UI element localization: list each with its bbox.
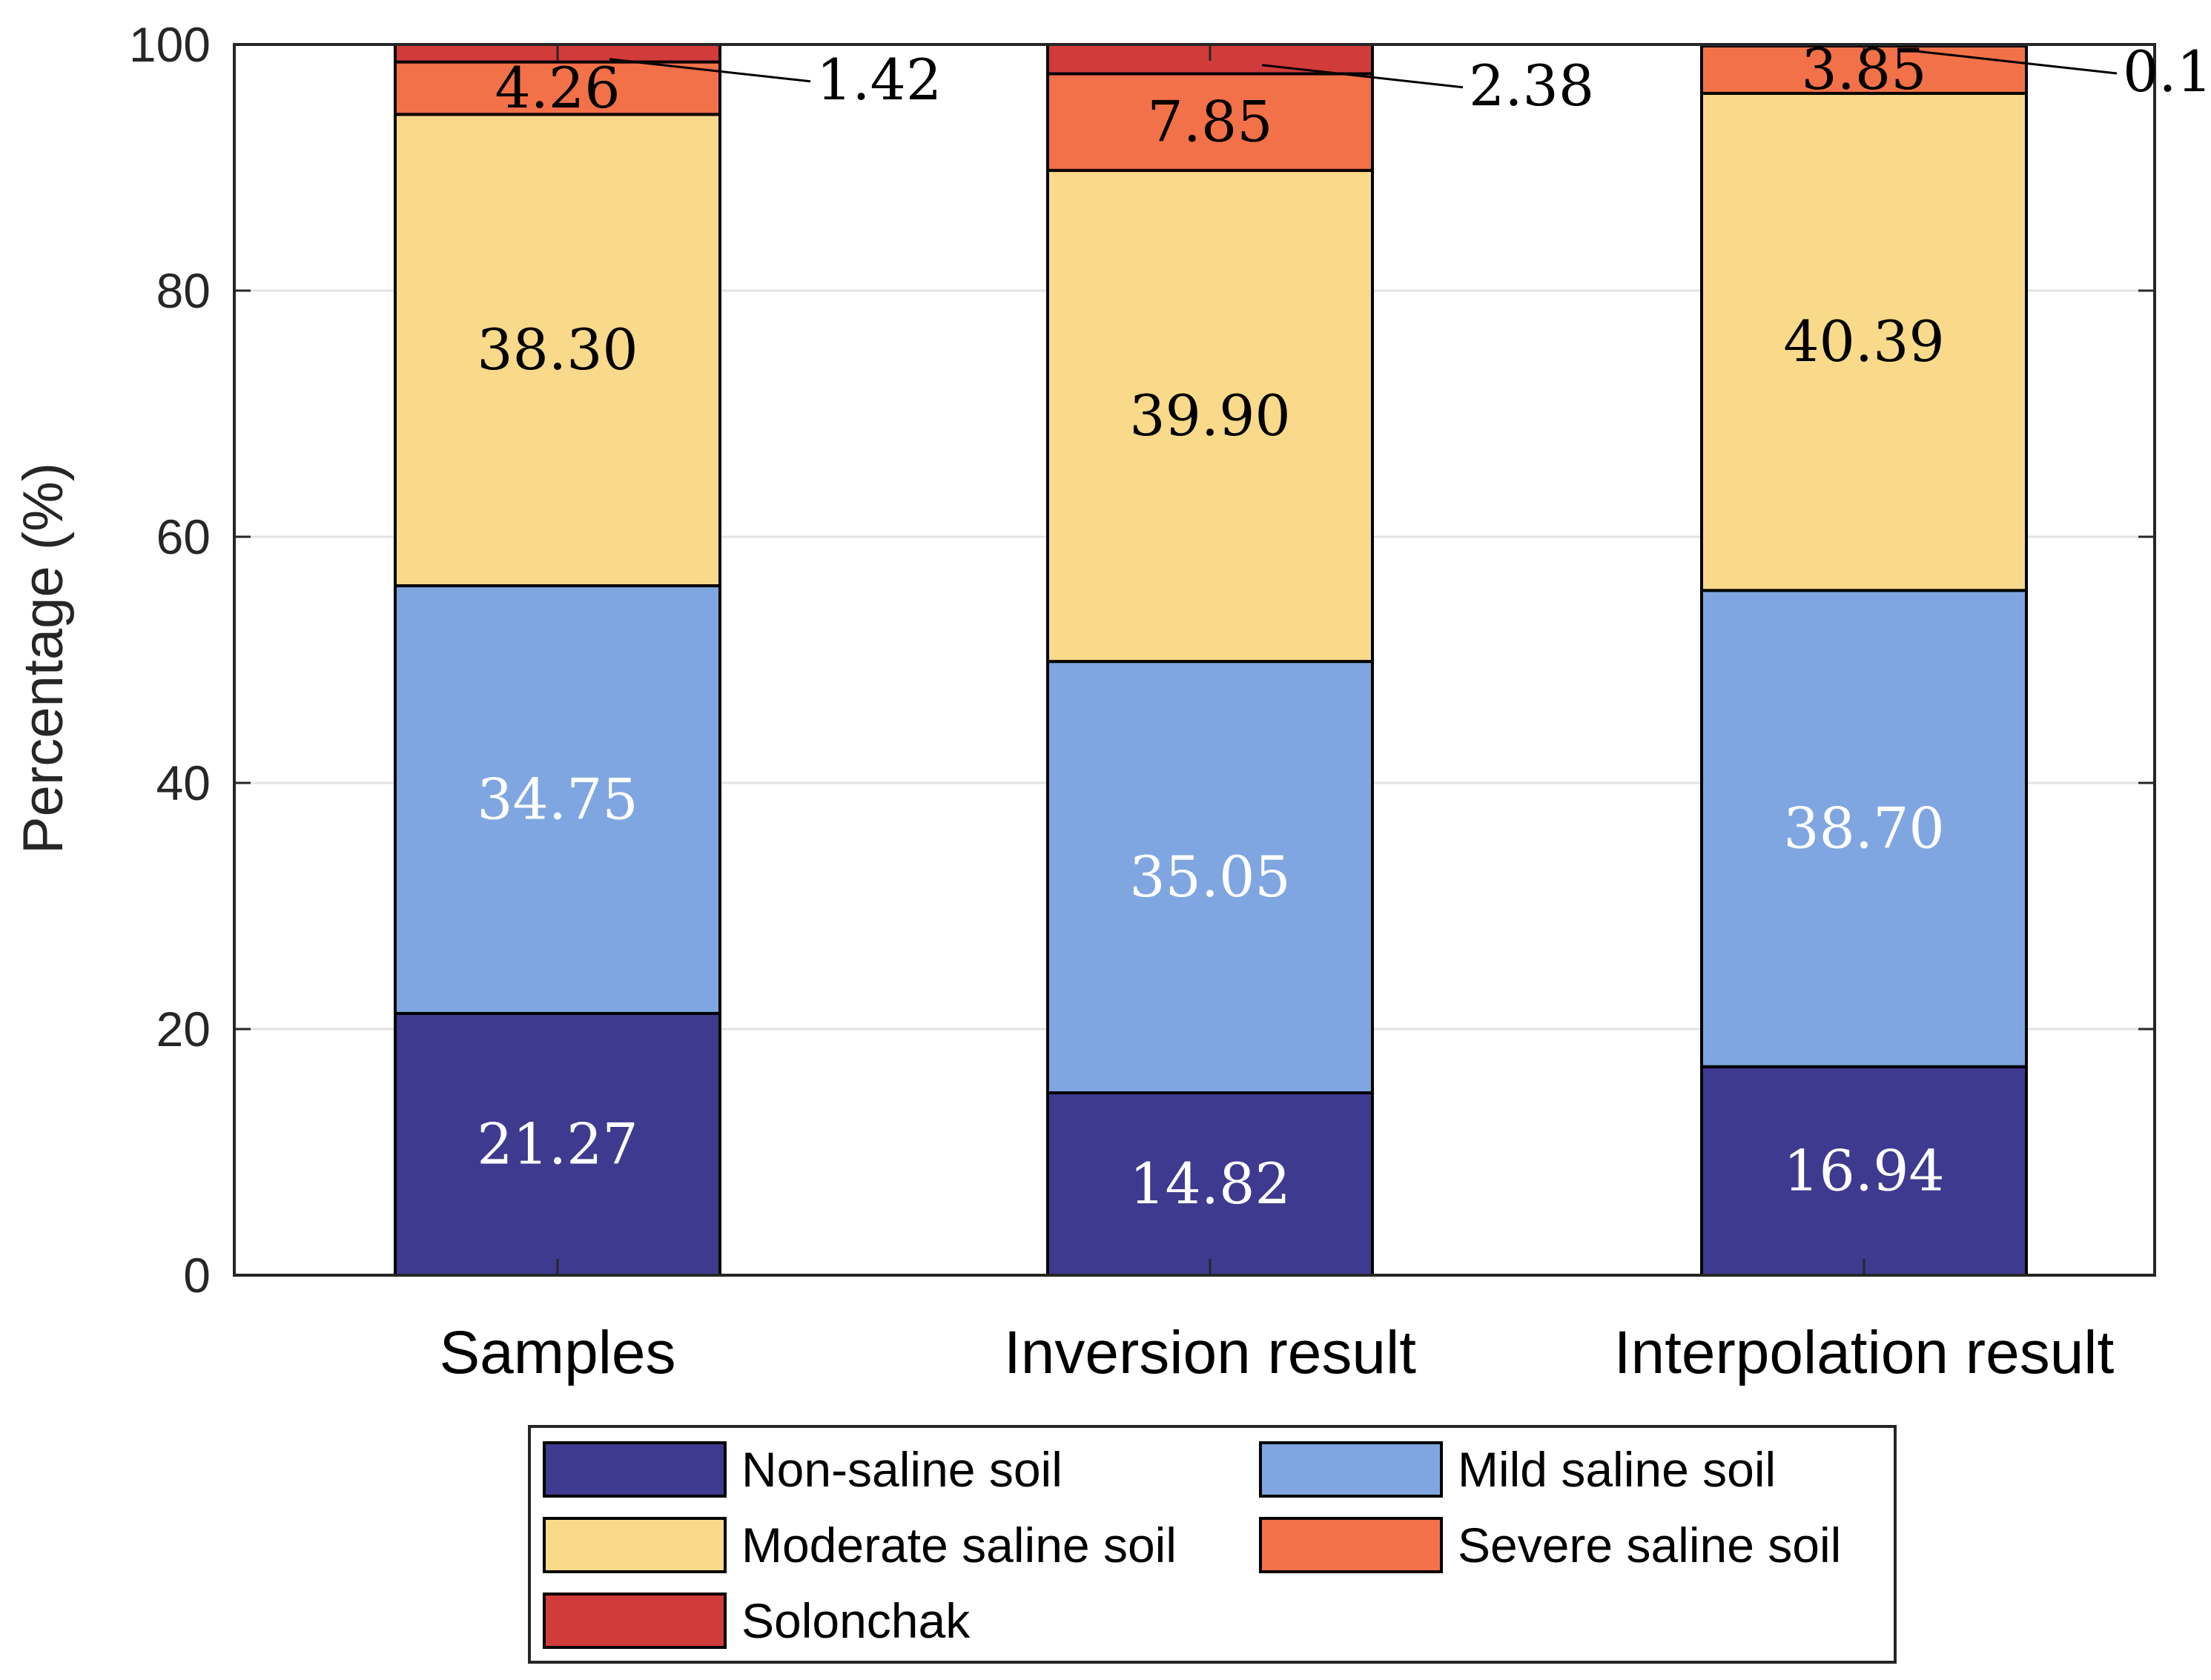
y-axis-label: Percentage (%) bbox=[12, 463, 75, 854]
data-label-samples-mild-saline-soil: 34.75 bbox=[477, 766, 638, 832]
bar-interpolation-result-non-saline-soil bbox=[1700, 1065, 2028, 1277]
y-tick-label-60: 60 bbox=[156, 509, 211, 564]
axes-box bbox=[233, 43, 2156, 1277]
legend-swatch-non-saline-soil bbox=[543, 1441, 727, 1498]
legend-swatch-solonchak bbox=[543, 1593, 727, 1649]
callout-line-interpolation-result bbox=[1915, 50, 2118, 75]
data-label-inversion-result-moderate-saline-soil: 39.90 bbox=[1129, 383, 1291, 449]
y-tick-label-40: 40 bbox=[156, 755, 211, 810]
data-label-inversion-result-solonchak: 2.38 bbox=[1469, 53, 1594, 119]
data-label-samples-non-saline-soil: 21.27 bbox=[477, 1111, 638, 1177]
data-labels: 21.27 34.75 38.30 4.26 1.42 14.82 35.05 39.90 7.… bbox=[477, 36, 2211, 1217]
callout-line-inversion-result bbox=[1261, 64, 1464, 89]
legend-label-severe-saline-soil: Severe saline soil bbox=[1458, 1518, 1841, 1572]
bar-samples-mild-saline-soil bbox=[394, 584, 721, 1015]
legend-label-moderate-saline-soil: Moderate saline soil bbox=[741, 1518, 1177, 1572]
data-label-interpolation-result-solonchak: 0.12 bbox=[2123, 39, 2211, 105]
data-label-interpolation-result-severe-saline-soil: 3.85 bbox=[1801, 36, 1926, 102]
x-tick-label-inversion-result: Inversion result bbox=[1004, 1319, 1416, 1386]
bar-inversion-result-non-saline-soil bbox=[1046, 1091, 1374, 1277]
legend-label-mild-saline-soil: Mild saline soil bbox=[1458, 1442, 1776, 1497]
bars bbox=[394, 43, 2028, 1277]
x-tick-label-interpolation-result: Interpolation result bbox=[1614, 1319, 2115, 1386]
data-label-inversion-result-mild-saline-soil: 35.05 bbox=[1129, 844, 1291, 910]
bar-inversion-result-mild-saline-soil bbox=[1046, 660, 1374, 1094]
bar-inversion-result-moderate-saline-soil bbox=[1046, 168, 1374, 664]
bar-samples-moderate-saline-soil bbox=[394, 113, 721, 588]
legend-swatch-moderate-saline-soil bbox=[543, 1517, 727, 1573]
x-tick-label-samples: Samples bbox=[439, 1319, 675, 1386]
data-label-inversion-result-severe-saline-soil: 7.85 bbox=[1147, 89, 1272, 155]
data-label-inversion-result-non-saline-soil: 14.82 bbox=[1129, 1151, 1291, 1217]
y-tick-label-0: 0 bbox=[183, 1248, 211, 1303]
y-tick-label-20: 20 bbox=[156, 1002, 211, 1056]
legend: Non-saline soil Mild saline soil Moderate … bbox=[528, 1425, 1897, 1664]
y-tick-label-100: 100 bbox=[129, 17, 211, 72]
legend-label-solonchak: Solonchak bbox=[741, 1593, 971, 1648]
axes: 0 20 40 60 80 100 Samples Inversion result Inter… bbox=[129, 17, 2156, 1386]
legend-swatch-mild-saline-soil bbox=[1259, 1441, 1443, 1498]
callout-line-samples bbox=[609, 58, 811, 83]
bar-interpolation-result-mild-saline-soil bbox=[1700, 589, 2028, 1068]
data-label-interpolation-result-non-saline-soil: 16.94 bbox=[1783, 1137, 1945, 1203]
y-tick-label-80: 80 bbox=[156, 263, 211, 318]
data-label-samples-moderate-saline-soil: 38.30 bbox=[477, 317, 638, 383]
data-label-interpolation-result-mild-saline-soil: 38.70 bbox=[1783, 796, 1945, 862]
data-label-interpolation-result-moderate-saline-soil: 40.39 bbox=[1783, 308, 1945, 374]
legend-box bbox=[528, 1425, 1897, 1664]
data-label-samples-severe-saline-soil: 4.26 bbox=[495, 55, 620, 121]
bar-interpolation-result-moderate-saline-soil bbox=[1700, 91, 2028, 592]
bar-samples-severe-saline-soil bbox=[394, 60, 721, 116]
bar-inversion-result-severe-saline-soil bbox=[1046, 72, 1374, 172]
data-label-samples-solonchak: 1.42 bbox=[816, 47, 942, 113]
legend-swatch-severe-saline-soil bbox=[1259, 1517, 1443, 1573]
legend-label-non-saline-soil: Non-saline soil bbox=[741, 1442, 1062, 1497]
